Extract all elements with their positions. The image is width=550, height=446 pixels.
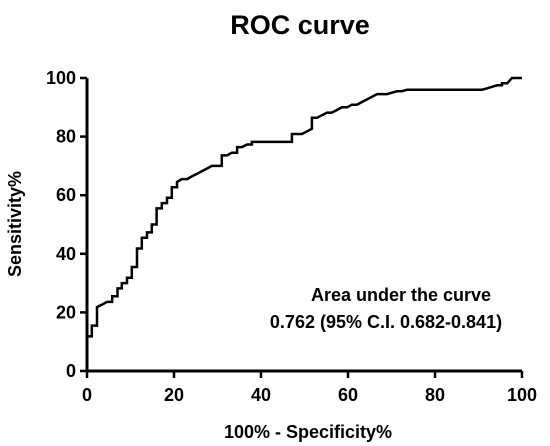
y-tick-label: 0 (66, 361, 76, 381)
x-axis-title: 100% - Specificity% (224, 422, 392, 442)
y-axis-ticks: 0 20 40 60 80 100 (46, 68, 87, 381)
x-tick-label: 0 (82, 385, 92, 405)
plot-area: 0 20 40 60 80 100 0 20 40 60 80 100 (46, 68, 537, 405)
roc-curve-line-0 (85, 76, 522, 371)
y-tick-label: 100 (46, 68, 76, 88)
y-axis-title: Sensitivity% (5, 171, 25, 277)
auc-annotation-line-2: 0.762 (95% C.I. 0.682-0.841) (270, 312, 502, 332)
chart-title: ROC curve (230, 10, 370, 40)
x-axis-ticks: 0 20 40 60 80 100 (82, 371, 537, 405)
x-tick-label: 20 (164, 385, 184, 405)
x-tick-label: 40 (251, 385, 271, 405)
x-tick-label: 60 (338, 385, 358, 405)
auc-annotation-line-1: Area under the curve (311, 285, 491, 305)
x-tick-label: 100 (507, 385, 537, 405)
y-tick-label: 20 (56, 302, 76, 322)
y-tick-label: 80 (56, 127, 76, 147)
series-marks (85, 76, 522, 371)
x-tick-label: 80 (425, 385, 445, 405)
y-tick-label: 40 (56, 244, 76, 264)
y-tick-label: 60 (56, 185, 76, 205)
